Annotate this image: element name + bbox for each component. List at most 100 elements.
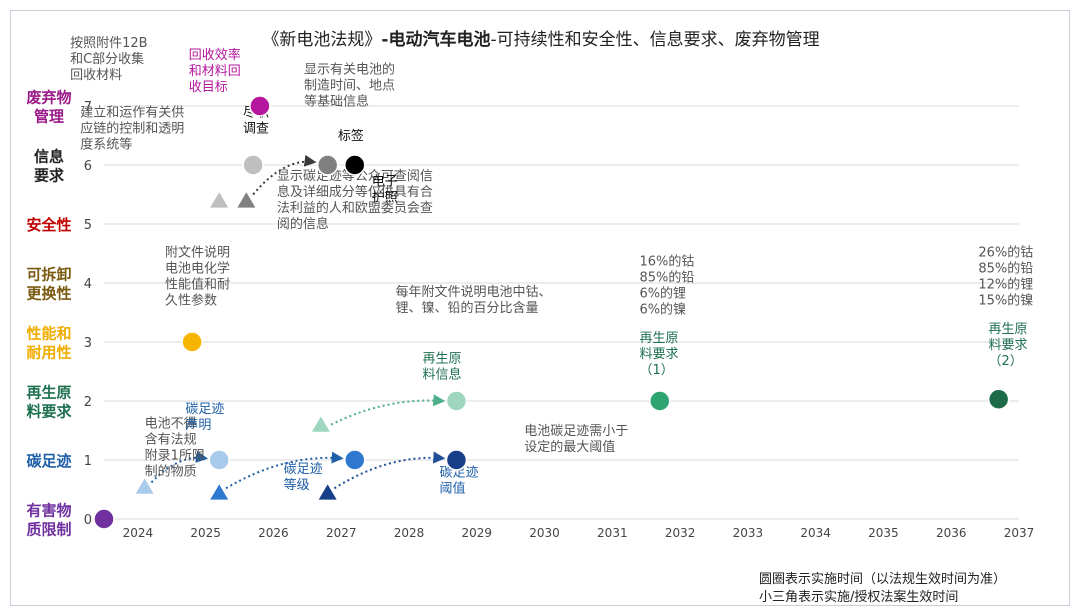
annotation-text: 再生原	[423, 352, 462, 367]
circle-passport	[344, 154, 366, 176]
gridlines	[104, 105, 1019, 520]
annotation-text: 和C部分收集	[70, 51, 144, 67]
circle-cf-class	[344, 449, 366, 471]
y-tick-label: 2	[84, 395, 92, 410]
circle-waste	[249, 95, 271, 117]
x-tick-label: 2036	[936, 526, 967, 540]
annotation-text: 碳足迹	[185, 402, 224, 417]
circle-label	[316, 154, 339, 176]
x-tick-label: 2031	[597, 526, 628, 540]
annotation-text: 阅的信息	[277, 216, 329, 232]
annotation-text: 每年附文件说明电池中钴、	[395, 284, 551, 300]
circle-recycled-1	[649, 390, 671, 412]
y-tick-label: 4	[84, 277, 92, 292]
annotation-text: 含有法规	[145, 432, 197, 448]
annotation-text: 久性参数	[165, 292, 217, 308]
y-category-label: 碳足迹	[26, 452, 71, 470]
y-category-label: 质限制	[26, 521, 71, 539]
y-category-label: 有害物	[26, 502, 71, 520]
triangle-info-act-1	[210, 192, 229, 208]
x-tick-label: 2028	[394, 526, 425, 540]
y-category-label: 再生原	[26, 384, 71, 402]
annotation-text: 附录1所限	[145, 449, 205, 464]
x-tick-label: 2037	[1004, 526, 1035, 540]
annotation-text: 性能值和耐	[165, 276, 230, 292]
annotation-text: 设定的最大阈值	[524, 439, 615, 455]
annotations: 电池不得含有法规附录1所限制的物质碳足迹声明碳足迹等级碳足迹阈值电池碳足迹需小于…	[70, 36, 1033, 497]
chart-title-suffix: -可持续性和安全性、信息要求、废弃物管理	[490, 30, 819, 50]
annotation-text: 按照附件12B	[70, 36, 147, 51]
y-category-label: 信息	[34, 148, 64, 166]
y-category-label: 安全性	[26, 216, 71, 234]
annotation-text: 应链的控制和透明	[80, 121, 184, 137]
legend-notes: 圆圈表示实施时间（以法规生效时间为准） 小三角表示实施/授权法案生效时间	[759, 571, 1006, 607]
x-tick-label: 2024	[123, 526, 154, 540]
y-category-label: 废弃物	[26, 89, 71, 107]
annotation-text: 声明	[185, 418, 211, 433]
triangle-note: 小三角表示实施/授权法案生效时间	[759, 590, 959, 605]
circle-cf-threshold	[445, 449, 468, 471]
y-tick-label: 5	[84, 218, 92, 233]
annotation-text: 料要求	[639, 347, 678, 362]
y-tick-label: 3	[84, 336, 92, 351]
annotation-text: 26%的钴	[978, 244, 1033, 260]
annotation-text: 6%的镍	[639, 301, 686, 317]
annotation-text: 护照	[372, 191, 398, 206]
annotation-text: 等级	[284, 477, 310, 493]
y-tick-label: 7	[84, 100, 92, 115]
annotation-text: 电子	[372, 175, 398, 190]
annotation-text: 电池电化学	[165, 260, 230, 276]
x-tick-label: 2033	[733, 526, 764, 540]
x-tick-labels: 2024 2025 2026 2027 2028 2029 2030 2031 2032 2033…	[123, 526, 1035, 540]
annotation-text: 建立和运作有关供	[80, 106, 184, 121]
annotation-text: 收目标	[189, 80, 228, 95]
circle-recycled-info	[445, 390, 468, 412]
circle-cf-declaration	[208, 449, 230, 471]
circle-markers	[93, 95, 1010, 530]
circle-recycled-2	[987, 388, 1010, 410]
annotation-text: 调查	[243, 122, 269, 137]
x-tick-label: 2034	[800, 526, 831, 540]
y-category-label: 要求	[34, 167, 65, 185]
annotation-text: 回收效率	[189, 47, 241, 63]
annotation-text: 再生原	[639, 331, 678, 346]
circle-harmful	[93, 508, 115, 530]
chart-title: 《新电池法规》-电动汽车电池-可持续性和安全性、信息要求、废弃物管理	[262, 29, 819, 50]
x-tick-label: 2035	[868, 526, 899, 540]
annotation-text: 85%的铅	[978, 260, 1033, 276]
triangle-cf-declaration-act	[135, 478, 154, 494]
annotation-text: 15%的镍	[978, 292, 1033, 308]
triangle-info-act-2	[237, 192, 256, 208]
y-category-label: 更换性	[26, 285, 71, 303]
x-tick-label: 2030	[529, 526, 560, 540]
y-category-label: 可拆卸	[26, 266, 71, 284]
chart-frame: 《新电池法规》-电动汽车电池-可持续性和安全性、信息要求、废弃物管理 0 1 2 3 4…	[10, 10, 1070, 606]
dotted-arrow	[252, 154, 317, 196]
circle-due-diligence	[242, 154, 264, 176]
annotation-text: 再生原	[989, 322, 1028, 337]
y-tick-label: 6	[84, 159, 92, 174]
annotation-text: （1）	[639, 363, 673, 378]
annotation-text: 料信息	[423, 367, 462, 383]
annotation-text: 电池不得	[145, 416, 197, 432]
annotation-text: 电池碳足迹需小于	[524, 424, 628, 439]
x-tick-label: 2025	[190, 526, 221, 540]
annotation-text: 回收材料	[70, 68, 122, 83]
x-tick-label: 2027	[326, 526, 357, 540]
y-tick-label: 0	[84, 513, 92, 528]
arrows	[150, 154, 446, 490]
annotation-text: 料要求	[989, 338, 1028, 353]
annotation-text: 锂、镍、铅的百分比含量	[395, 300, 538, 316]
x-tick-label: 2029	[462, 526, 493, 540]
annotation-text: 制的物质	[145, 464, 197, 480]
y-category-label: 管理	[34, 108, 64, 126]
annotation-text: 度系统等	[80, 137, 132, 153]
circle-perf	[181, 331, 203, 353]
triangle-recycled-act	[311, 416, 330, 432]
annotation-text: 附文件说明	[165, 245, 230, 260]
x-tick-label: 2032	[665, 526, 696, 540]
y-tick-label: 1	[84, 454, 92, 469]
annotation-text: 等基础信息	[304, 94, 369, 110]
triangle-cf-threshold-act	[318, 484, 337, 500]
